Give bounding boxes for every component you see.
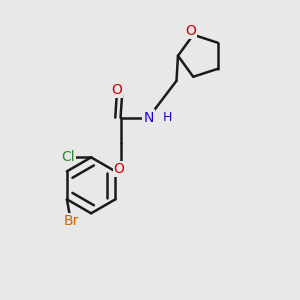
Text: O: O: [114, 162, 124, 176]
Text: Br: Br: [64, 214, 79, 228]
Text: O: O: [185, 24, 196, 38]
Text: H: H: [163, 111, 172, 124]
Text: Cl: Cl: [61, 150, 75, 164]
Text: N: N: [143, 111, 154, 124]
Text: O: O: [111, 83, 122, 97]
